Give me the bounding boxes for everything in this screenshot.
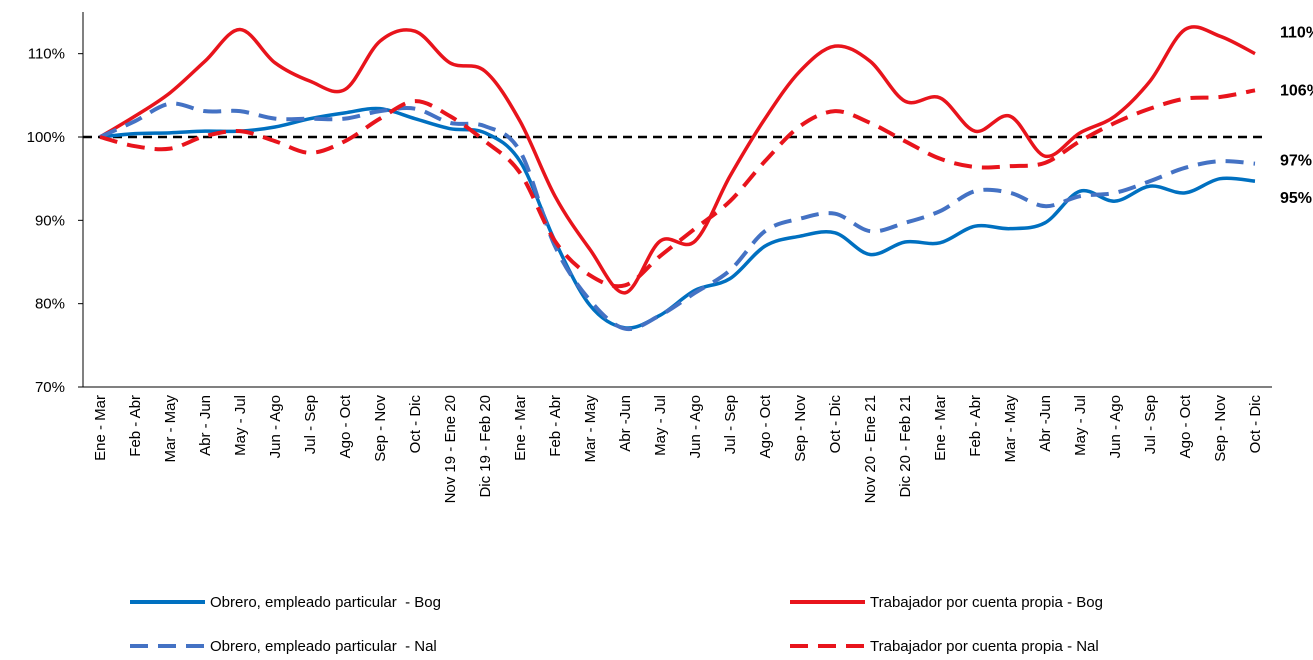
x-tick-label: Dic 20 - Feb 21	[897, 395, 914, 498]
series-line	[99, 25, 1256, 295]
x-tick-label: Jul - Sep	[1142, 395, 1159, 454]
data-label: 106%	[1280, 82, 1313, 99]
y-tick-label: 100%	[27, 129, 65, 146]
y-tick-label: 80%	[35, 296, 65, 313]
x-tick-label: Ene - Mar	[512, 395, 529, 461]
legend-label: Obrero, empleado particular - Nal	[210, 638, 437, 655]
x-tick-label: Jul - Sep	[302, 395, 319, 454]
x-tick-label: May - Jul	[232, 395, 249, 456]
legend-label: Trabajador por cuenta propia - Nal	[870, 638, 1099, 655]
x-tick-label: Oct - Dic	[827, 395, 844, 454]
x-tick-label: Jun - Ago	[267, 395, 284, 458]
x-tick-label: Feb - Abr	[547, 395, 564, 457]
x-tick-label: Jun - Ago	[687, 395, 704, 458]
x-tick-label: Ene - Mar	[932, 395, 949, 461]
data-label: 97%	[1280, 153, 1312, 170]
x-tick-label: Nov 20 - Ene 21	[862, 395, 879, 503]
x-tick-label: Oct - Dic	[1247, 395, 1264, 454]
x-tick-label: Feb - Abr	[127, 395, 144, 457]
y-tick-label: 110%	[28, 46, 65, 63]
x-tick-label: Jul - Sep	[722, 395, 739, 454]
x-tick-label: Ago - Oct	[1177, 394, 1194, 458]
x-tick-label: Sep - Nov	[1212, 395, 1229, 462]
x-tick-label: May - Jul	[652, 395, 669, 456]
y-tick-label: 70%	[35, 379, 65, 396]
x-tick-label: Mar - May	[162, 395, 179, 463]
series-line	[99, 88, 1256, 289]
x-tick-label: Feb - Abr	[967, 395, 984, 457]
x-tick-label: Ago - Oct	[337, 394, 354, 458]
x-tick-label: Mar - May	[1002, 395, 1019, 463]
x-tick-label: Abr -Jun	[617, 395, 634, 452]
x-tick-label: May - Jul	[1072, 395, 1089, 456]
x-tick-label: Ago - Oct	[757, 394, 774, 458]
x-tick-label: Abr -Jun	[1037, 395, 1054, 452]
x-tick-label: Mar - May	[582, 395, 599, 463]
y-tick-label: 90%	[35, 212, 65, 229]
legend-label: Trabajador por cuenta propia - Bog	[870, 594, 1103, 611]
x-tick-label: Oct - Dic	[407, 395, 424, 454]
legend-label: Obrero, empleado particular - Bog	[210, 594, 441, 611]
data-label: 110%	[1280, 25, 1313, 42]
x-tick-label: Dic 19 - Feb 20	[477, 395, 494, 498]
x-tick-label: Sep - Nov	[792, 395, 809, 462]
x-tick-label: Ene - Mar	[92, 395, 109, 461]
series-line	[99, 101, 1256, 332]
x-tick-label: Abr - Jun	[197, 395, 214, 456]
x-tick-label: Nov 19 - Ene 20	[442, 395, 459, 503]
data-label: 95%	[1280, 190, 1312, 207]
x-tick-label: Sep - Nov	[372, 395, 389, 462]
x-tick-label: Jun - Ago	[1107, 395, 1124, 458]
